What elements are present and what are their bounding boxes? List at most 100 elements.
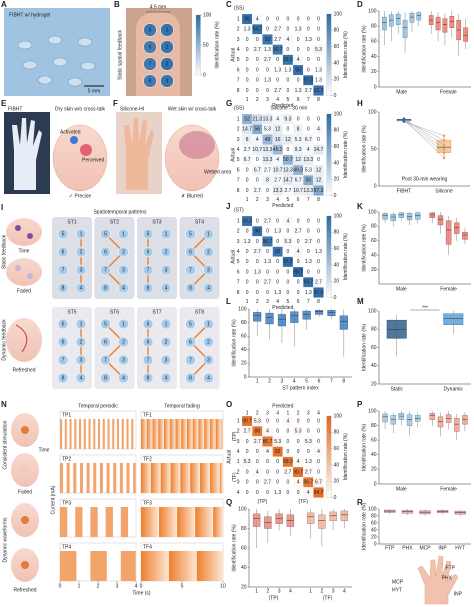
pulse xyxy=(186,419,193,449)
cell-value: 0 xyxy=(307,116,310,122)
y-tick-label: 60 xyxy=(371,345,377,351)
cell-value: 2.7 xyxy=(264,167,271,173)
cell-value: 0 xyxy=(287,47,290,53)
electrode xyxy=(203,282,214,294)
x-tick-label: Silicone xyxy=(435,188,453,194)
pulse xyxy=(141,463,151,493)
electrode xyxy=(100,372,111,384)
group-label: (ST) xyxy=(234,207,244,213)
cell-value: 5.3 xyxy=(244,459,251,465)
pattern-label: ST4 xyxy=(195,219,204,225)
electrode xyxy=(185,264,196,276)
y-tick-label: 80 xyxy=(241,320,247,326)
cell-value: 92 xyxy=(275,249,281,255)
x-tick-label: 1 xyxy=(256,378,259,384)
electrode-label: 4 xyxy=(207,285,210,291)
y-tick-label: 40 xyxy=(371,54,377,60)
stimulus xyxy=(27,273,33,279)
axis-label: Identification rate (%) xyxy=(361,424,367,472)
waveform-label: TF3 xyxy=(143,500,152,506)
y-tick-label: 60 xyxy=(241,545,247,551)
row-label: 4 xyxy=(237,449,240,455)
cell-value: 4 xyxy=(256,137,259,143)
electrode-label: 8 xyxy=(104,375,107,381)
col-label: 2 xyxy=(256,97,259,103)
cell-value: 0 xyxy=(287,229,290,235)
electrode-label: 2 xyxy=(165,249,168,255)
electrode-label: 5 xyxy=(189,231,192,237)
cell-value: 90.7 xyxy=(293,469,303,475)
cell-value: 0 xyxy=(307,229,310,235)
box xyxy=(437,416,444,428)
stimulus xyxy=(21,516,29,524)
electrode-label: 6 xyxy=(62,339,65,345)
pulse xyxy=(126,463,130,493)
cell-value: 0 xyxy=(307,57,310,63)
y-tick-label: 100 xyxy=(368,8,377,14)
cell-value: 2.7 xyxy=(264,218,271,224)
cell-value: 0 xyxy=(266,88,269,94)
colorbar-tick-label: 60 xyxy=(334,144,340,150)
pulse xyxy=(117,419,120,449)
x-tick-label: 10 xyxy=(220,583,226,589)
cell-value: 0 xyxy=(246,480,249,486)
finger xyxy=(136,12,180,96)
electrode-label: 7 xyxy=(104,357,107,363)
column-title: Temporal periodic xyxy=(78,403,118,409)
cell-value: 0 xyxy=(287,249,290,255)
electrode xyxy=(118,282,129,294)
y-tick-label: 0 xyxy=(374,84,377,90)
cell-value: 0 xyxy=(297,78,300,84)
pulse xyxy=(99,463,103,493)
electrode-label: 8 xyxy=(189,285,192,291)
colorbar-tick-label: 0 xyxy=(334,495,337,501)
col-label: 1 xyxy=(246,197,249,203)
annotation: Wetted area xyxy=(204,169,231,175)
waveform-label: TF1 xyxy=(143,412,152,418)
colorbar-label: Identification rate (%) xyxy=(214,21,220,69)
stimulus xyxy=(21,561,29,569)
pulse xyxy=(106,463,110,493)
group-label: Male xyxy=(396,486,407,492)
cell-value: 0 xyxy=(307,67,310,73)
cell-value: 0 xyxy=(317,218,320,224)
perceived xyxy=(80,144,92,156)
box xyxy=(437,215,444,226)
cell-value: 0 xyxy=(276,418,279,424)
y-tick-label: 80 xyxy=(371,224,377,230)
cell-value: 2.7 xyxy=(295,229,302,235)
electrode xyxy=(75,246,87,258)
cell-value: 10.7 xyxy=(252,147,262,153)
label-bg xyxy=(142,544,154,550)
panel-label: Q xyxy=(226,498,232,507)
electrode-label: 5 xyxy=(147,321,150,327)
cell-value: 90.7 xyxy=(273,47,283,53)
cell-value: 0 xyxy=(266,469,269,475)
hand xyxy=(124,118,154,190)
colorbar-tick-label: 20 xyxy=(334,479,340,485)
cell-value: 13.3 xyxy=(263,116,273,122)
colorbar-tick-label: 100 xyxy=(334,213,343,219)
label-bg xyxy=(142,456,154,462)
cell-value: 0 xyxy=(287,269,290,275)
electrode xyxy=(185,372,196,384)
cell-value: 0 xyxy=(246,37,249,43)
cell-value: 98.7 xyxy=(293,269,303,275)
y-tick-label: 80 xyxy=(371,24,377,30)
cell-value: 13.3 xyxy=(273,188,283,194)
cell-value: 10.7 xyxy=(293,188,303,194)
side-label: Time xyxy=(39,447,50,453)
hydrogel xyxy=(17,40,33,50)
group-label: Female xyxy=(440,89,457,95)
skin xyxy=(6,218,42,246)
col-label: 3 xyxy=(266,299,269,305)
panel-label: B xyxy=(114,0,120,9)
cell-value: 0 xyxy=(297,290,300,296)
cell-value: 0 xyxy=(256,37,259,43)
pulse xyxy=(209,419,216,449)
electrode-label: 7 xyxy=(189,267,192,273)
electrode xyxy=(100,354,111,366)
cell-value: 2.7 xyxy=(254,249,261,255)
cell-value: 96 xyxy=(295,67,301,73)
pulse xyxy=(64,419,67,449)
